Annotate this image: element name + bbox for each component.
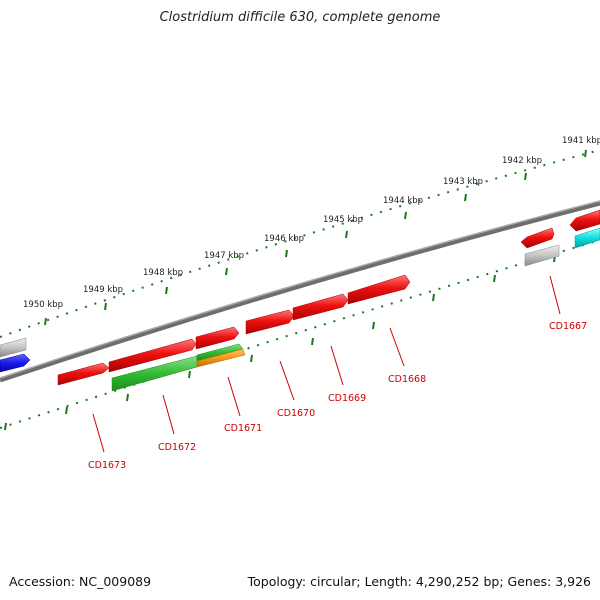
gene-label-cd1673: CD1673 bbox=[88, 460, 126, 471]
scale-label-1941: 1941 kbp bbox=[562, 136, 600, 146]
gene-label-cd1672: CD1672 bbox=[158, 442, 196, 453]
outer-tick-track bbox=[0, 149, 600, 338]
gene-label-cd1668: CD1668 bbox=[388, 374, 426, 385]
gene-labels: CD1667 CD1668 CD1669 CD1670 CD1671 CD167… bbox=[88, 321, 587, 471]
gene-cd1671-orange[interactable] bbox=[196, 348, 246, 368]
gene-cyan-right-edge[interactable] bbox=[574, 227, 600, 249]
gene-label-cd1671: CD1671 bbox=[224, 423, 262, 434]
gene-cd1670[interactable] bbox=[245, 309, 295, 335]
scale-label-1950: 1950 kbp bbox=[23, 300, 63, 310]
map-title: Clostridium difficile 630, complete geno… bbox=[159, 10, 441, 25]
accession-text: Accession: NC_009089 bbox=[9, 574, 152, 589]
gene-cd1667-gray[interactable] bbox=[524, 244, 560, 267]
gene-blue-left-edge[interactable] bbox=[0, 353, 31, 373]
gene-label-cd1670: CD1670 bbox=[277, 408, 315, 419]
gene-cd1669[interactable] bbox=[292, 293, 349, 321]
gene-label-cd1669: CD1669 bbox=[328, 393, 366, 404]
outer-major-ticks bbox=[44, 149, 587, 326]
gene-cd1671-red[interactable] bbox=[195, 326, 240, 350]
scale-label-1946: 1946 kbp bbox=[264, 234, 304, 244]
gene-leader-lines bbox=[92, 275, 561, 453]
scale-label-1948: 1948 kbp bbox=[143, 268, 183, 278]
scale-label-1947: 1947 kbp bbox=[204, 251, 244, 261]
scale-label-1942: 1942 kbp bbox=[502, 156, 542, 166]
gene-label-cd1667: CD1667 bbox=[549, 321, 587, 332]
gene-gray-left-edge[interactable] bbox=[0, 337, 27, 358]
gene-cd1668[interactable] bbox=[347, 274, 411, 305]
gene-cd1672-red[interactable] bbox=[108, 338, 197, 373]
gene-cd1673[interactable] bbox=[57, 362, 110, 386]
inner-tick-track bbox=[0, 239, 600, 429]
inner-major-ticks bbox=[4, 254, 556, 431]
scale-label-1944: 1944 kbp bbox=[383, 196, 423, 206]
scale-label-1945: 1945 kbp bbox=[323, 215, 363, 225]
scale-label-1949: 1949 kbp bbox=[83, 285, 123, 295]
scale-label-1943: 1943 kbp bbox=[443, 177, 483, 187]
scale-labels: 1941 kbp 1942 kbp 1943 kbp 1944 kbp 1945… bbox=[23, 136, 600, 310]
genome-backbone-highlight bbox=[0, 200, 600, 379]
genome-summary-text: Topology: circular; Length: 4,290,252 bp… bbox=[247, 574, 591, 589]
gene-cd1667-red[interactable] bbox=[520, 227, 555, 249]
gene-red-right-edge[interactable] bbox=[569, 209, 600, 232]
genome-backbone bbox=[0, 200, 600, 383]
